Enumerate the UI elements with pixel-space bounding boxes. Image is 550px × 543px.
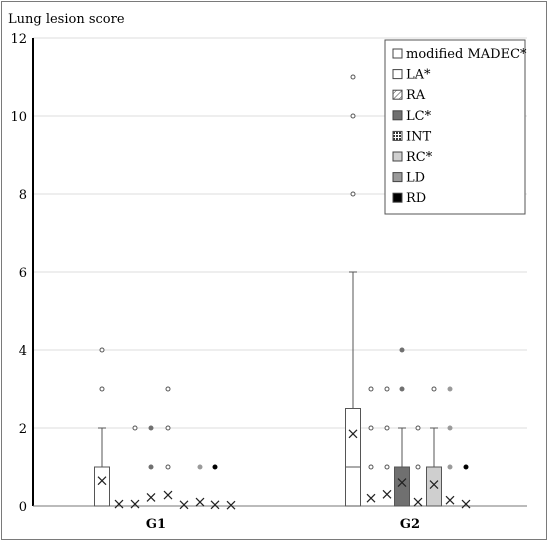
mean-marker-stroke [97, 476, 107, 486]
y-tick-label: 12 [10, 32, 27, 47]
legend-entry: INT [406, 129, 432, 144]
mean-marker [114, 499, 124, 509]
mean-marker-stroke [429, 480, 439, 489]
outlier-point [368, 464, 374, 470]
outlier-point [165, 425, 171, 431]
boxes [94, 74, 471, 510]
outlier-point [447, 425, 453, 431]
y-tick-label: 6 [19, 266, 27, 281]
y-tick-label: 10 [10, 110, 27, 125]
y-tick-label: 0 [19, 500, 27, 515]
outlier-point [368, 425, 374, 431]
legend-entry: LA* [406, 68, 431, 83]
mean-marker-stroke [382, 489, 392, 499]
outlier-point [463, 464, 469, 470]
legend-entry: modified MADEC* [406, 47, 527, 62]
mean-marker-stroke [163, 490, 173, 500]
legend-entry: RC* [406, 150, 433, 165]
outlier-point [384, 386, 390, 392]
mean-marker [348, 429, 358, 439]
mean-marker [413, 497, 423, 507]
outlier-point [368, 386, 374, 392]
mean-marker [146, 492, 156, 502]
outlier-point [350, 113, 356, 119]
legend-swatch [392, 130, 403, 141]
mean-marker-stroke [210, 500, 220, 510]
mean-marker-stroke [461, 499, 471, 509]
box [394, 466, 410, 507]
legend-entry: LC* [406, 109, 432, 124]
y-tick-label: 8 [19, 188, 27, 203]
legend-swatch [392, 110, 403, 121]
x-tick-label: G1 [146, 517, 166, 532]
y-axis-title: Lung lesion score [8, 12, 125, 27]
mean-marker-stroke [366, 493, 376, 503]
mean-marker [226, 500, 236, 510]
mean-marker [195, 497, 205, 507]
outlier-point [350, 74, 356, 80]
mean-marker [397, 478, 407, 488]
mean-marker [130, 499, 140, 509]
legend-box [384, 39, 526, 215]
mean-marker [429, 480, 439, 489]
outlier-point [384, 425, 390, 431]
outlier-point [99, 347, 105, 353]
legend-swatch [392, 192, 403, 203]
mean-marker [210, 500, 220, 510]
legend: modified MADEC* LA* RA LC* INT RC* LD RD [384, 39, 527, 215]
outlier-point [148, 464, 154, 470]
legend-swatch [392, 69, 403, 80]
outlier-point [447, 386, 453, 392]
box [345, 408, 361, 507]
outlier-point [399, 347, 405, 353]
mean-marker-stroke [397, 478, 407, 488]
mean-marker-stroke [413, 497, 423, 507]
legend-entry: RD [406, 191, 426, 206]
outlier-point [165, 464, 171, 470]
mean-marker-stroke [179, 500, 189, 510]
mean-marker-stroke [195, 497, 205, 507]
legend-swatch [392, 89, 403, 100]
mean-marker-stroke [226, 500, 236, 510]
mean-marker [461, 499, 471, 509]
legend-entry: LD [406, 171, 425, 186]
legend-swatch [392, 151, 403, 162]
outlier-point [132, 425, 138, 431]
legend-swatch [392, 172, 403, 183]
outlier-point [415, 425, 421, 431]
outlier-point [197, 464, 203, 470]
outlier-point [384, 464, 390, 470]
outlier-point [350, 191, 356, 197]
mean-marker [366, 493, 376, 503]
outlier-point [415, 464, 421, 470]
axes: 0 2 4 6 8 10 12 G1 G2 [10, 32, 527, 532]
mean-marker [97, 476, 107, 486]
outlier-point [447, 464, 453, 470]
mean-marker-stroke [348, 429, 358, 439]
outlier-point [148, 425, 154, 431]
box [426, 466, 442, 507]
legend-swatch [392, 48, 403, 59]
mean-marker-stroke [445, 495, 455, 505]
x-tick-label: G2 [400, 517, 420, 532]
y-tick-label: 4 [19, 344, 27, 359]
mean-marker [445, 495, 455, 505]
outlier-point [99, 386, 105, 392]
box [94, 466, 110, 507]
outlier-point [212, 464, 218, 470]
mean-marker [163, 490, 173, 500]
mean-marker-stroke [114, 499, 124, 509]
outlier-point [399, 386, 405, 392]
legend-entry: RA [406, 88, 426, 103]
outlier-point [165, 386, 171, 392]
mean-marker-stroke [146, 492, 156, 502]
y-tick-label: 2 [19, 422, 27, 437]
outlier-point [431, 386, 437, 392]
mean-marker [382, 489, 392, 499]
mean-marker [179, 500, 189, 510]
mean-marker-stroke [130, 499, 140, 509]
